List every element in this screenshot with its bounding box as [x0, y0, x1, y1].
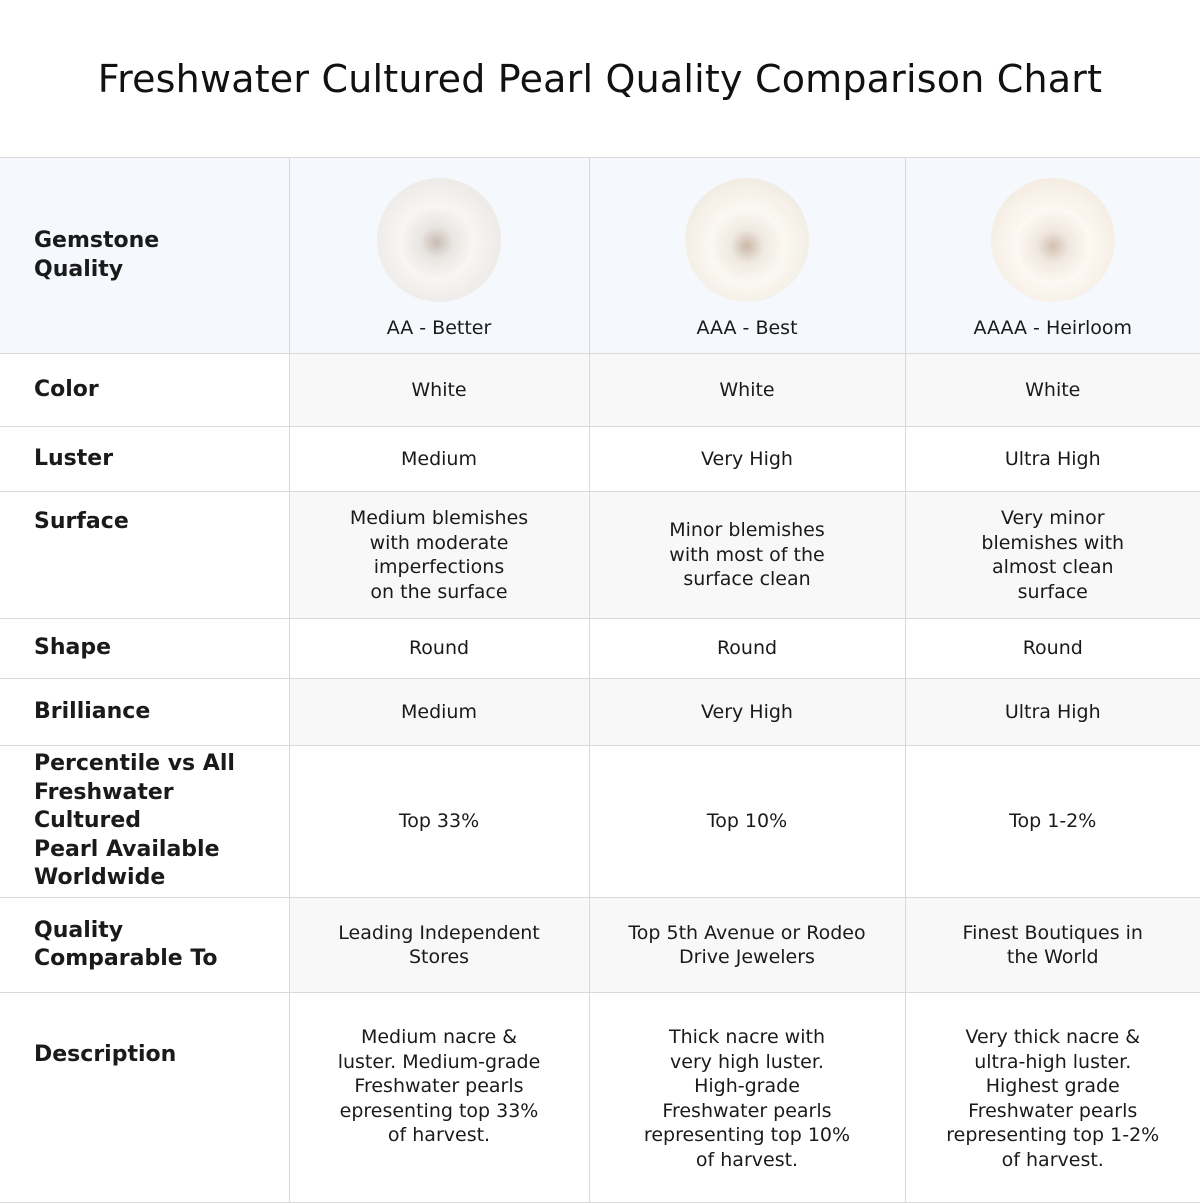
table-cell: Very High [588, 426, 906, 492]
grade-aa-cell: AA - Better [288, 157, 590, 354]
table-cell: Round [588, 618, 906, 679]
table-cell: Top 33% [288, 745, 590, 898]
row-label: Surface [0, 491, 290, 619]
table-cell: White [588, 353, 906, 427]
table-cell: Medium [288, 678, 590, 746]
row-label: Percentile vs All Freshwater Cultured Pe… [0, 745, 290, 898]
row-label: Brilliance [0, 678, 290, 746]
table-cell: Thick nacre with very high luster. High-… [588, 992, 906, 1203]
pearl-image [685, 178, 809, 302]
table-cell: Leading Independent Stores [288, 897, 590, 993]
table-cell: Top 5th Avenue or Rodeo Drive Jewelers [588, 897, 906, 993]
table-row-luster: Luster Medium Very High Ultra High [0, 426, 1200, 492]
table-cell: Ultra High [904, 678, 1200, 746]
row-label: Luster [0, 426, 290, 492]
comparison-table: Gemstone Quality AA - Better AAA - Best … [0, 157, 1200, 1203]
table-cell: Medium blemishes with moderate imperfect… [288, 491, 590, 619]
table-row-description: Description Medium nacre & luster. Mediu… [0, 992, 1200, 1203]
table-cell: Top 1-2% [904, 745, 1200, 898]
grade-label: AAA - Best [696, 317, 798, 339]
table-cell: Medium nacre & luster. Medium-grade Fres… [288, 992, 590, 1203]
table-row-comparable: Quality Comparable To Leading Independen… [0, 897, 1200, 993]
table-cell: Minor blemishes with most of the surface… [588, 491, 906, 619]
table-row-shape: Shape Round Round Round [0, 618, 1200, 679]
table-cell: White [904, 353, 1200, 427]
table-row-percentile: Percentile vs All Freshwater Cultured Pe… [0, 745, 1200, 898]
page-title: Freshwater Cultured Pearl Quality Compar… [97, 56, 1103, 101]
table-cell: Round [904, 618, 1200, 679]
table-row-brilliance: Brilliance Medium Very High Ultra High [0, 678, 1200, 746]
row-label: Color [0, 353, 290, 427]
table-cell: Very High [588, 678, 906, 746]
grade-label: AA - Better [386, 317, 492, 339]
grade-label: AAAA - Heirloom [973, 317, 1133, 339]
table-cell: Round [288, 618, 590, 679]
table-cell: Medium [288, 426, 590, 492]
table-header-row: Gemstone Quality AA - Better AAA - Best … [0, 157, 1200, 354]
table-row-surface: Surface Medium blemishes with moderate i… [0, 491, 1200, 619]
table-cell: Top 10% [588, 745, 906, 898]
table-cell: White [288, 353, 590, 427]
pearl-image [990, 178, 1115, 302]
table-cell: Ultra High [904, 426, 1200, 492]
row-label: Description [0, 992, 290, 1203]
table-cell: Very minor blemishes with almost clean s… [904, 491, 1200, 619]
table-cell: Very thick nacre & ultra-high luster. Hi… [904, 992, 1200, 1203]
grade-aaa-cell: AAA - Best [588, 157, 906, 354]
table-row-color: Color White White White [0, 353, 1200, 427]
row-label: Quality Comparable To [0, 897, 290, 993]
table-cell: Finest Boutiques in the World [904, 897, 1200, 993]
grade-aaaa-cell: AAAA - Heirloom [904, 157, 1200, 354]
row-label: Shape [0, 618, 290, 679]
row-label: Gemstone Quality [0, 157, 290, 354]
pearl-image [377, 178, 501, 302]
